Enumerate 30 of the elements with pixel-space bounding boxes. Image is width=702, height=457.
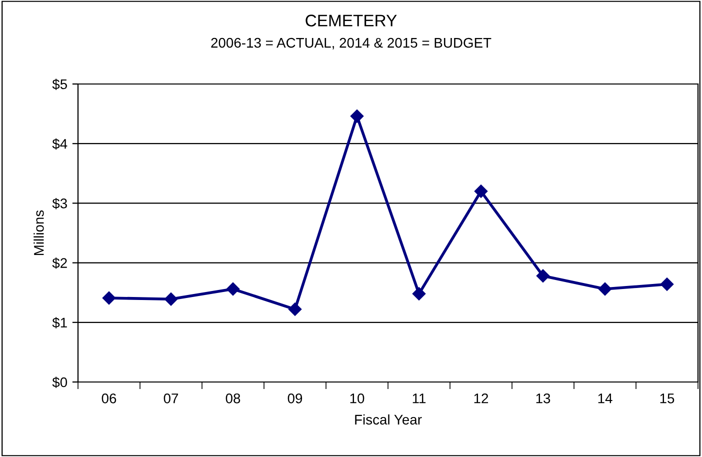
point bbox=[288, 302, 302, 316]
x-tick-label: 11 bbox=[412, 394, 426, 404]
y-tick-label: $4 bbox=[52, 138, 68, 150]
x-tick-label: 13 bbox=[536, 393, 550, 404]
x-tick-label: 08 bbox=[226, 393, 240, 404]
point bbox=[598, 282, 612, 296]
chart-title: CEMETERY bbox=[306, 14, 397, 26]
chart-subtitle: 2006-13 = ACTUAL, 2014 & 2015 = BUDGET bbox=[211, 38, 492, 50]
x-tick-label: 15 bbox=[660, 394, 674, 404]
point bbox=[102, 291, 116, 305]
point bbox=[536, 269, 550, 282]
point bbox=[226, 282, 240, 296]
y-axis-title: Millions bbox=[34, 210, 44, 256]
x-tick-label: 09 bbox=[288, 393, 302, 404]
x-tick-label: 06 bbox=[102, 393, 116, 404]
x-tick-label: 12 bbox=[474, 393, 488, 404]
point bbox=[350, 110, 364, 123]
x-tick-label: 10 bbox=[350, 393, 364, 404]
point bbox=[660, 278, 674, 291]
x-tick-label: 07 bbox=[164, 393, 178, 404]
point bbox=[412, 287, 426, 300]
x-axis-title: Fiscal Year bbox=[355, 414, 422, 425]
y-tick-label: $2 bbox=[52, 258, 67, 269]
point bbox=[164, 292, 178, 306]
y-tick-label: $3 bbox=[52, 198, 67, 210]
y-tick-label: $0 bbox=[52, 376, 68, 388]
y-tick-label: $1 bbox=[52, 317, 67, 328]
y-tick-label: $5 bbox=[52, 78, 68, 90]
x-tick-label: 14 bbox=[598, 394, 612, 404]
point bbox=[474, 184, 488, 198]
